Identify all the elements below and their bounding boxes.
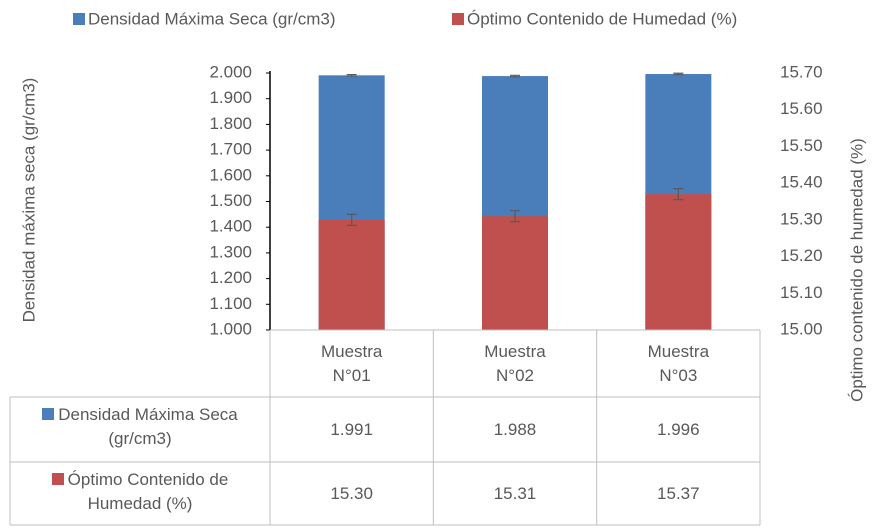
bar: [482, 216, 548, 330]
y2-tick-label: 15.30: [780, 209, 823, 228]
y-tick-label: 2.000: [209, 62, 252, 81]
y2-tick-label: 15.50: [780, 136, 823, 155]
error-bar: [346, 213, 357, 226]
table-swatch: [42, 408, 55, 420]
y2-tick-label: 15.10: [780, 283, 823, 302]
y-tick-label: 1.700: [209, 140, 252, 159]
x-tick-label: Muestra N°01: [320, 341, 383, 385]
y-tick-label: 1.900: [209, 88, 252, 107]
legend-swatch: [452, 13, 464, 25]
legend-swatch: [73, 13, 85, 25]
table-value: 15.30: [330, 483, 373, 503]
table-value: 1.991: [330, 419, 373, 439]
legend-label: Óptimo Contenido de Humedad (%): [467, 9, 737, 28]
table-series-name: Densidad Máxima Seca (gr/cm3): [58, 405, 238, 448]
y2-tick-label: 15.40: [780, 173, 823, 192]
y-tick-label: 1.000: [209, 319, 252, 338]
x-tick-label: Muestra N°02: [484, 341, 546, 385]
bar: [318, 219, 385, 330]
y2-tick-label: 15.00: [780, 319, 823, 338]
y-tick-label: 1.300: [209, 242, 252, 261]
table-row-header: Densidad Máxima Seca (gr/cm3): [10, 397, 270, 462]
y-tick-label: 1.400: [209, 217, 252, 236]
table-value: 15.37: [657, 483, 700, 503]
table-series-name: Óptimo Contenido de Humedad (%): [67, 470, 229, 513]
table-row-header: Óptimo Contenido de Humedad (%): [10, 462, 270, 525]
y-tick-label: 1.200: [209, 268, 252, 287]
table-value: 15.31: [493, 483, 537, 503]
error-bar: [510, 74, 520, 78]
y-tick-label: 1.500: [209, 191, 252, 210]
y-tick-label: 1.600: [209, 165, 252, 184]
error-bar: [673, 72, 684, 76]
bar: [645, 194, 712, 330]
legend-label: Densidad Máxima Seca (gr/cm3): [88, 9, 336, 28]
error-bar: [346, 73, 357, 77]
y2-tick-label: 15.20: [780, 246, 823, 265]
y2-axis-title: Óptimo contenido de humedad (%): [847, 138, 866, 402]
error-bar: [510, 210, 520, 223]
y2-tick-label: 15.60: [780, 99, 823, 118]
y-axis-title: Densidad máxima seca (gr/cm3): [19, 78, 38, 323]
table-value: 1.996: [657, 419, 700, 439]
y-tick-label: 1.100: [209, 294, 252, 313]
table-swatch: [51, 473, 64, 485]
table-value: 1.988: [493, 419, 537, 439]
y-tick-label: 1.800: [209, 114, 252, 133]
y2-tick-label: 15.70: [780, 62, 823, 81]
error-bar: [673, 188, 684, 201]
x-tick-label: Muestra N°03: [647, 341, 710, 385]
